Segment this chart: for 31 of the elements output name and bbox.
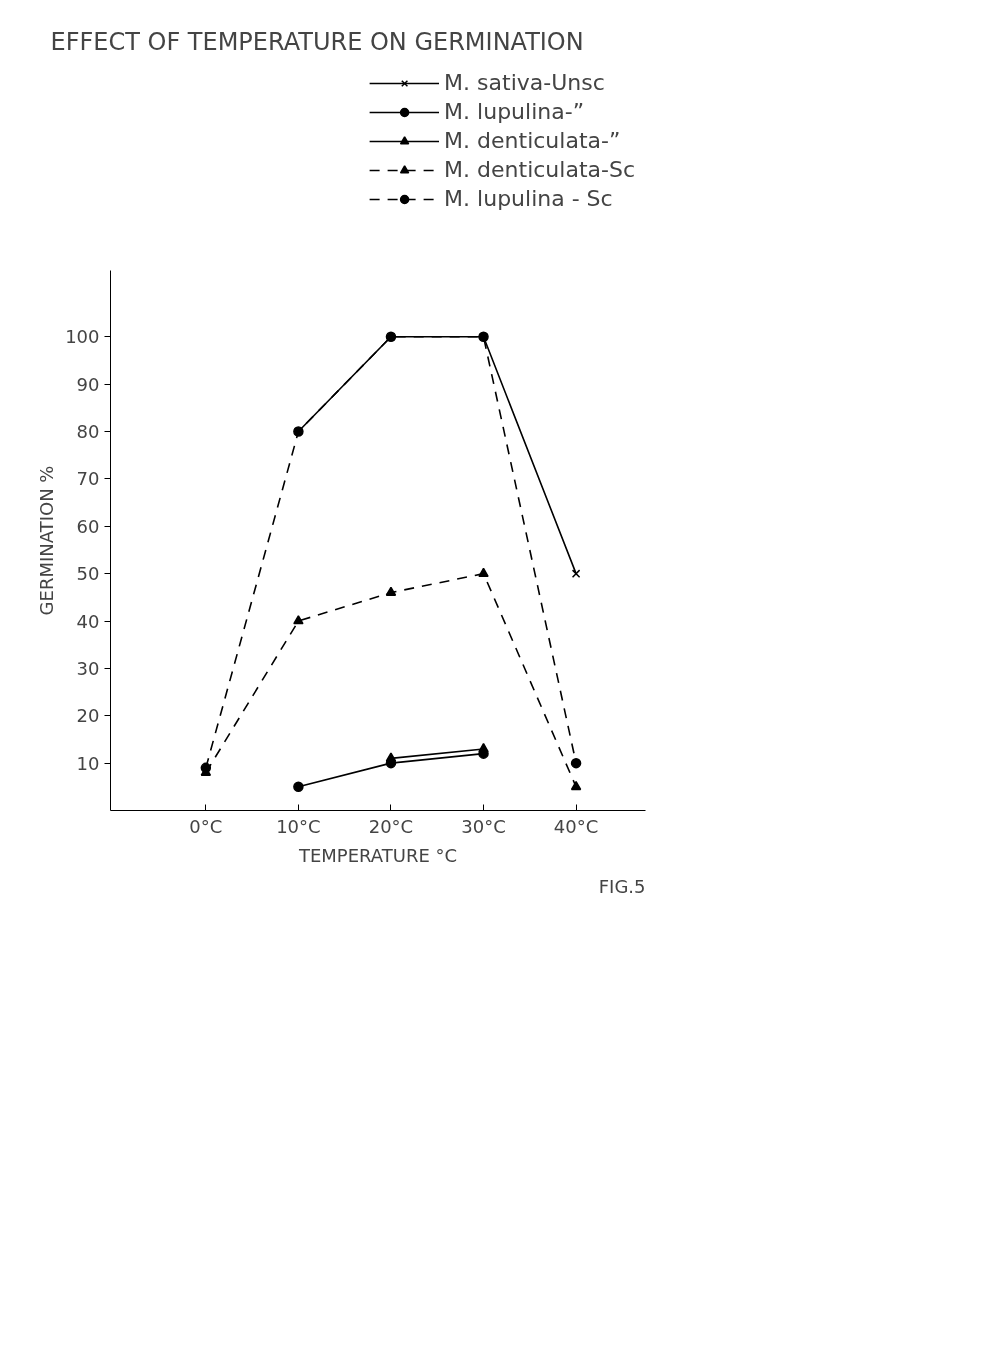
x-tick-label: 20°C bbox=[368, 815, 414, 837]
point bbox=[293, 615, 304, 625]
legend-label: M. lupulina-” bbox=[444, 99, 585, 124]
y-tick-label: 10 bbox=[76, 752, 100, 774]
y-tick-label: 40 bbox=[76, 610, 100, 632]
y-tick-label: 50 bbox=[76, 563, 100, 585]
y-tick-label: 60 bbox=[76, 515, 100, 537]
y-tick-label: 80 bbox=[76, 421, 100, 443]
y-tick-label: 70 bbox=[76, 468, 100, 490]
point bbox=[571, 569, 581, 578]
point bbox=[570, 780, 582, 791]
legend-label: M. denticulata-Sc bbox=[444, 157, 635, 182]
caption: FIG.5 bbox=[598, 875, 646, 897]
y-tick-label: 100 bbox=[65, 326, 100, 348]
chart-title: EFFECT OF TEMPERATURE ON GERMINATION bbox=[50, 27, 584, 56]
y-tick-label: 90 bbox=[76, 373, 100, 395]
legend-label: M. lupulina - Sc bbox=[444, 186, 613, 211]
legend-label: M. denticulata-” bbox=[444, 128, 621, 153]
point bbox=[293, 781, 304, 793]
legend-label: M. sativa-Unsc bbox=[444, 70, 605, 95]
point bbox=[385, 586, 397, 596]
x-tick-label: 10°C bbox=[276, 815, 321, 837]
x-tick-label: 40°C bbox=[553, 815, 599, 837]
x-axis-title: TEMPERATURE °C bbox=[297, 844, 458, 866]
y-axis-title: GERMINATION % bbox=[36, 465, 58, 616]
point bbox=[478, 567, 489, 578]
x-tick-label: 30°C bbox=[461, 815, 506, 837]
y-tick-label: 30 bbox=[76, 657, 100, 679]
point bbox=[570, 757, 582, 769]
y-tick-label: 20 bbox=[76, 705, 100, 727]
x-tick-label: 0°C bbox=[189, 815, 223, 837]
